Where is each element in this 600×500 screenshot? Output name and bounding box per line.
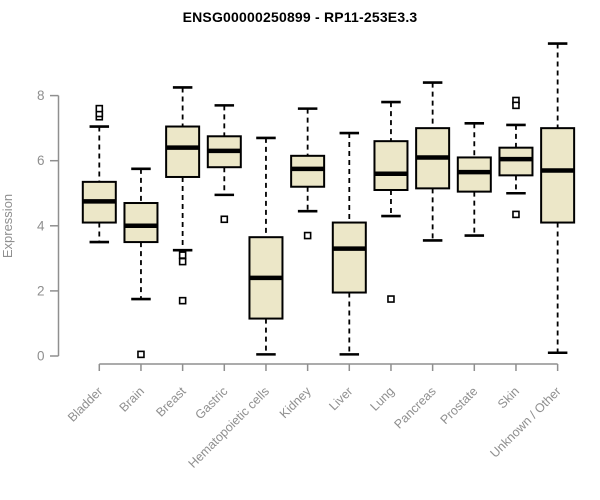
- box-liver: [331, 221, 367, 294]
- outlier-brain-0: [137, 350, 145, 359]
- x-axis-label-unknown-other: Unknown / Other: [488, 384, 564, 460]
- y-axis-tick-label-8: 8: [37, 88, 45, 103]
- outlier-breast-0: [178, 251, 187, 259]
- x-axis-label-bladder: Bladder: [65, 384, 105, 424]
- x-axis-label-gastric: Gastric: [193, 384, 231, 422]
- x-axis-label-pancreas: Pancreas: [392, 384, 439, 431]
- x-axis-label-brain: Brain: [117, 384, 148, 415]
- x-axis-label-lung: Lung: [368, 384, 398, 414]
- outlier-breast-2: [178, 296, 187, 305]
- outlier-breast-1: [178, 257, 187, 266]
- x-axis-label-prostate: Prostate: [438, 384, 481, 427]
- x-axis-label-breast: Breast: [153, 384, 189, 420]
- outlier-gastric-0: [220, 215, 229, 224]
- x-axis-label-kidney: Kidney: [277, 384, 314, 421]
- box-lung: [373, 140, 409, 191]
- y-axis-tick-label-0: 0: [37, 349, 45, 364]
- box-brain: [123, 202, 159, 244]
- y-axis-tick-label-2: 2: [37, 283, 45, 298]
- outlier-bladder-2: [95, 104, 104, 113]
- box-breast: [165, 125, 201, 178]
- outlier-skin-2: [512, 210, 520, 219]
- box-skin: [498, 146, 534, 177]
- outlier-lung-0: [387, 295, 395, 303]
- y-axis-tick-label-4: 4: [37, 218, 45, 233]
- x-axis-label-liver: Liver: [326, 384, 355, 413]
- box-unknown-other: [540, 127, 576, 224]
- box-kidney: [290, 154, 326, 188]
- chart-title: ENSG00000250899 - RP11-253E3.3: [182, 9, 418, 25]
- box-prostate: [456, 156, 492, 193]
- x-axis-label-skin: Skin: [495, 384, 522, 411]
- outlier-kidney-0: [303, 231, 312, 240]
- y-axis-tick-label-6: 6: [37, 153, 45, 168]
- outlier-skin-1: [512, 101, 520, 110]
- x-axis-label-hematopoietic-cells: Hematopoietic cells: [186, 384, 273, 471]
